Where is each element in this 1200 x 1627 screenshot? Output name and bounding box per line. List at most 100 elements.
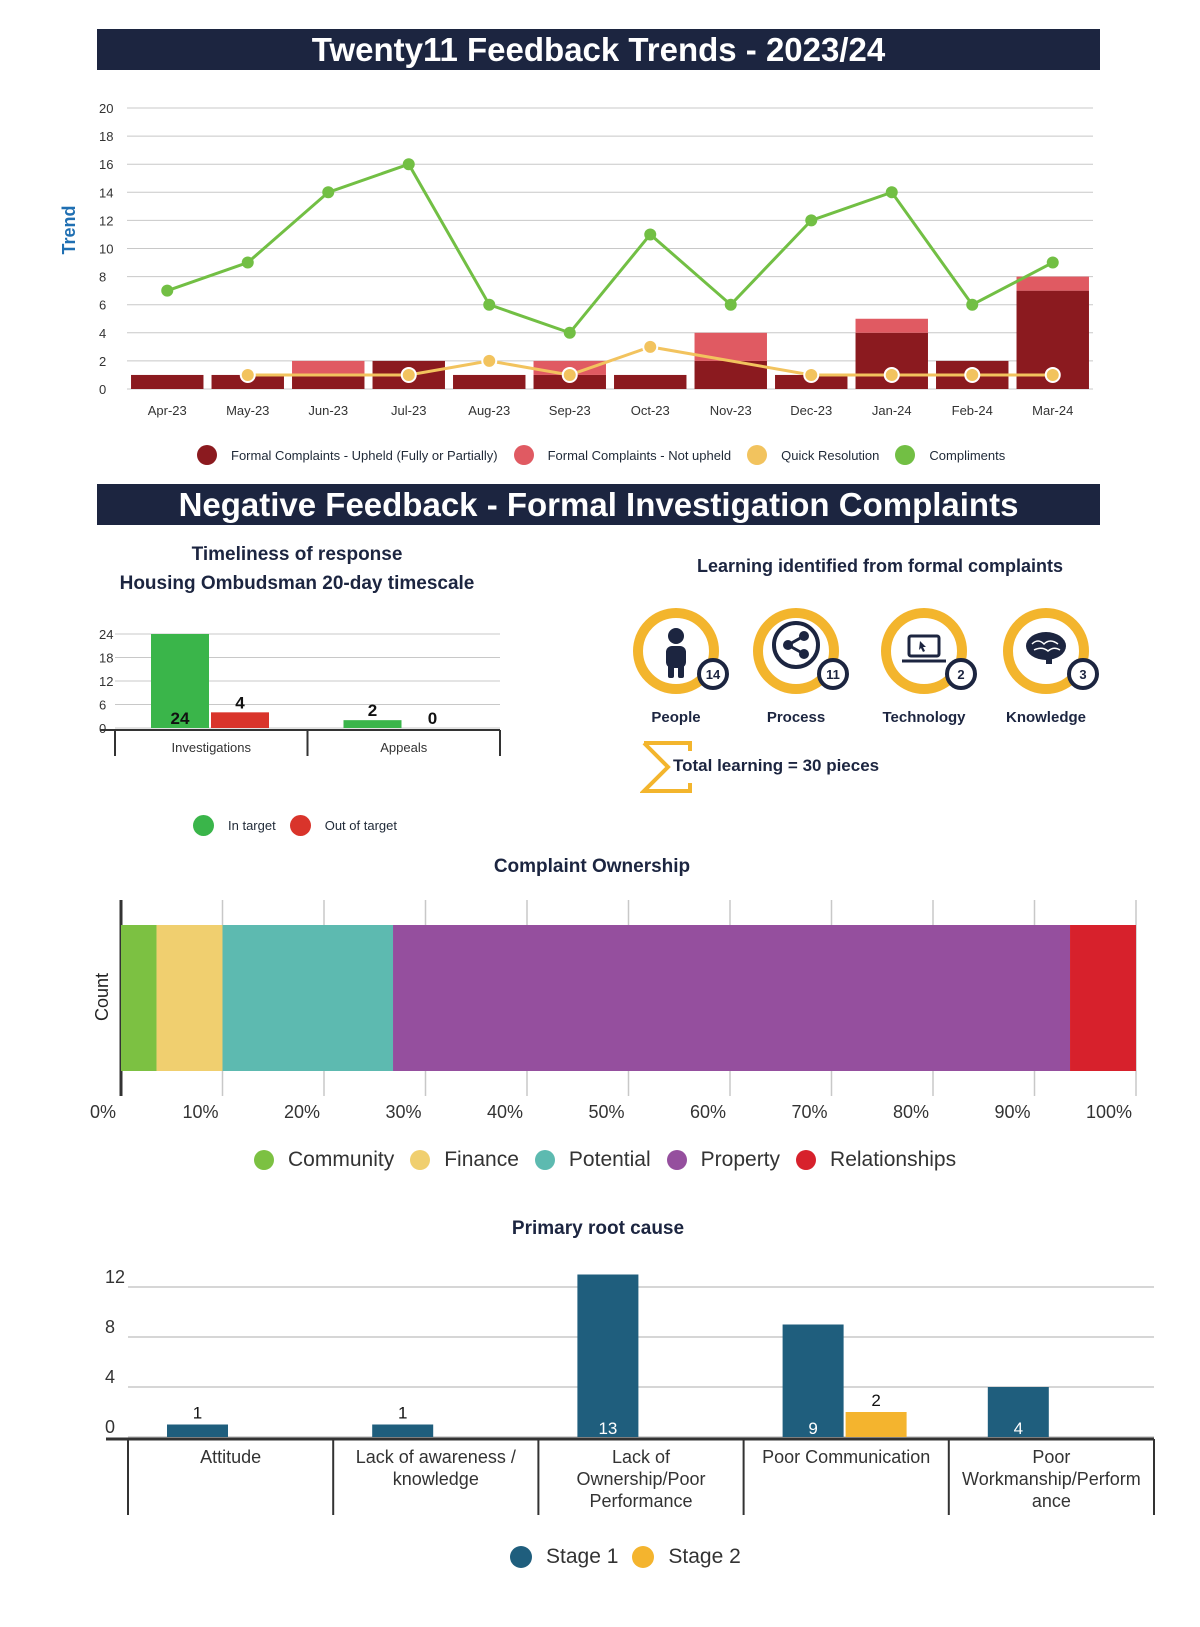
x-tick-label: Dec-23 <box>790 403 832 418</box>
x-tick-label: Apr-23 <box>148 403 187 418</box>
rootcause-legend: Stage 1 Stage 2 <box>510 1545 741 1569</box>
timeliness-legend: In target Out of target <box>193 815 397 836</box>
line-compliments <box>166 162 1054 335</box>
bar-stage2 <box>845 1412 907 1437</box>
x-tick-label: 30% <box>385 1102 421 1120</box>
legend-in-target-label: In target <box>228 818 276 833</box>
bar-property <box>393 925 1071 1071</box>
y-tick-label: 12 <box>99 213 113 228</box>
learning-item-knowledge: 3 Knowledge <box>986 606 1106 726</box>
bar-finance <box>156 925 223 1071</box>
brain-icon <box>1026 632 1066 664</box>
technology-label: Technology <box>882 709 966 726</box>
x-tick-label: 20% <box>284 1102 320 1120</box>
point-quick-resolution <box>883 366 900 383</box>
x-tick-label: Feb-24 <box>952 403 993 418</box>
x-tick-label: 40% <box>487 1102 523 1120</box>
point-compliments <box>483 298 496 311</box>
x-tick-label: Jan-24 <box>872 403 912 418</box>
x-tick-label: 100% <box>1086 1102 1132 1120</box>
y-tick-label: 12 <box>105 1267 125 1287</box>
y-tick-label: 4 <box>99 326 106 341</box>
process-badge: 11 <box>753 608 849 694</box>
share-icon <box>772 621 820 669</box>
y-tick-label: 14 <box>99 185 113 200</box>
y-tick-label: 12 <box>99 674 113 689</box>
bar-value-label: 2 <box>368 701 377 720</box>
legend-quick-swatch <box>747 445 768 465</box>
legend-stage1-label: Stage 1 <box>546 1545 619 1568</box>
y-tick-label: 4 <box>105 1367 115 1387</box>
x-tick-label: Investigations <box>172 740 252 755</box>
bar-upheld <box>131 374 204 389</box>
legend-property-swatch <box>666 1150 687 1170</box>
point-compliments <box>322 186 335 199</box>
bar-upheld <box>292 374 365 389</box>
point-quick-resolution <box>561 366 578 383</box>
bar-stage1 <box>987 1387 1049 1437</box>
legend-notupheld-label: Formal Complaints - Not upheld <box>547 447 732 463</box>
legend-stage2-label: Stage 2 <box>668 1545 741 1568</box>
legend-potential-label: Potential <box>568 1148 651 1171</box>
bar-value-label: 1 <box>398 1404 407 1423</box>
x-tick-label: Poor Communication <box>762 1447 930 1467</box>
learning-item-technology: 2 Technology <box>864 606 984 726</box>
point-quick-resolution <box>642 338 659 355</box>
point-compliments <box>805 214 818 227</box>
y-tick-label: 24 <box>99 627 113 642</box>
knowledge-badge: 3 <box>1003 608 1099 694</box>
point-compliments <box>161 284 174 297</box>
bar-not-upheld <box>292 360 365 375</box>
bar-value-label: 9 <box>808 1419 817 1438</box>
legend-community-label: Community <box>288 1148 395 1171</box>
point-quick-resolution <box>803 366 820 383</box>
legend-potential-swatch <box>534 1150 555 1170</box>
legend-finance-swatch <box>410 1150 431 1170</box>
timeliness-title-line2: Housing Ombudsman 20-day timescale <box>119 573 475 594</box>
bar-not-upheld <box>1016 276 1089 291</box>
sigma-icon <box>640 741 692 793</box>
bar-out-of-target <box>211 712 269 728</box>
y-tick-label: 8 <box>99 270 106 285</box>
y-tick-label: 8 <box>105 1317 115 1337</box>
trends-ylabel: Trend <box>59 205 79 254</box>
x-tick-label: 90% <box>994 1102 1030 1120</box>
y-tick-label: 6 <box>99 698 106 713</box>
ownership-ylabel: Count <box>92 973 112 1021</box>
process-label: Process <box>766 709 826 726</box>
x-tick-label: Jul-23 <box>391 403 426 418</box>
y-tick-label: 0 <box>99 382 106 397</box>
bar-value-label: 13 <box>598 1419 617 1438</box>
process-count: 11 <box>826 667 840 682</box>
x-tick-label: Ownership/Poor <box>576 1469 705 1489</box>
banner-negative-feedback: Negative Feedback - Formal Investigation… <box>97 484 1100 525</box>
legend-stage1-swatch <box>510 1546 532 1568</box>
learning-item-people: 14 People <box>616 606 736 726</box>
y-tick-label: 0 <box>99 721 106 736</box>
legend-finance-label: Finance <box>444 1148 519 1171</box>
x-tick-label: 10% <box>182 1102 218 1120</box>
bar-potential <box>222 925 394 1071</box>
point-compliments <box>885 186 898 199</box>
people-count: 14 <box>706 667 721 682</box>
y-tick-label: 20 <box>99 101 113 116</box>
point-compliments <box>724 298 737 311</box>
banner-trends: Twenty11 Feedback Trends - 2023/24 <box>97 29 1100 70</box>
y-tick-label: 2 <box>99 354 106 369</box>
bar-value-label: 1 <box>193 1404 202 1423</box>
bar-stage1 <box>782 1324 844 1437</box>
ownership-legend: Community Finance Potential Property Rel… <box>254 1148 956 1172</box>
ownership-title: Complaint Ownership <box>493 856 691 877</box>
bar-upheld <box>453 374 526 389</box>
point-compliments <box>644 228 657 241</box>
legend-relationships-swatch <box>796 1150 817 1170</box>
x-tick-label: Oct-23 <box>631 403 670 418</box>
bar-relationships <box>1070 925 1136 1071</box>
x-tick-label: Jun-23 <box>308 403 348 418</box>
legend-upheld-label: Formal Complaints - Upheld (Fully or Par… <box>231 447 498 463</box>
bar-value-label: 0 <box>428 709 437 728</box>
x-tick-label: Nov-23 <box>710 403 752 418</box>
point-compliments <box>402 158 415 171</box>
y-tick-label: 16 <box>99 157 113 172</box>
